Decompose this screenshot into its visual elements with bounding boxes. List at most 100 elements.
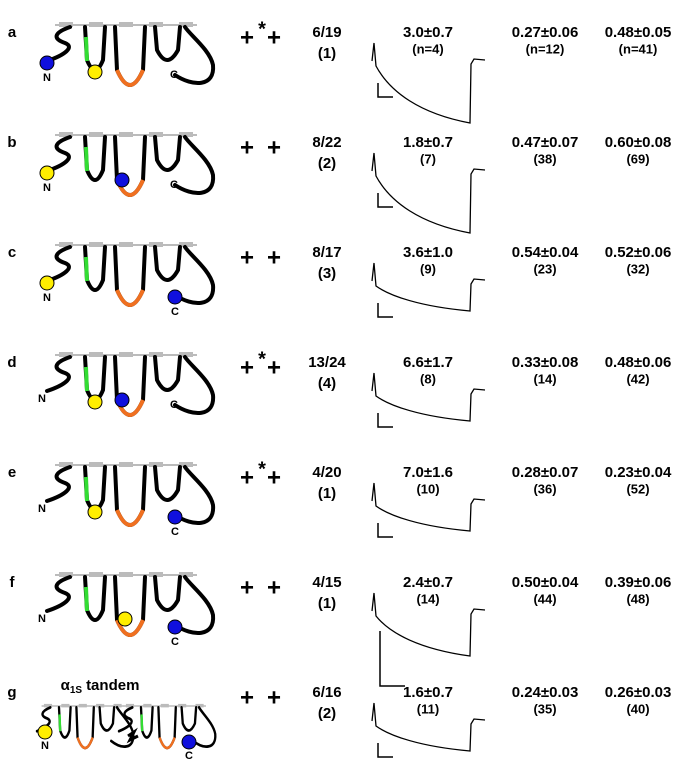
label-site bbox=[88, 395, 102, 409]
value2: 0.48±0.05 bbox=[605, 24, 672, 41]
ratio-n: (1) bbox=[318, 485, 336, 502]
value2-n: (32) bbox=[626, 261, 649, 276]
value1-n: (14) bbox=[533, 371, 556, 386]
protein-topology bbox=[47, 462, 213, 525]
c-terminus: C bbox=[170, 399, 178, 411]
ratio: 8/22 bbox=[312, 134, 341, 151]
ratio-n: (4) bbox=[318, 375, 336, 392]
column1-sign: + bbox=[240, 244, 254, 271]
value2-n: (n=41) bbox=[619, 41, 658, 56]
amplitude-n: (10) bbox=[416, 481, 439, 496]
construct-subscript: 1S bbox=[70, 685, 83, 696]
c-terminus: C bbox=[170, 69, 178, 81]
amplitude: 3.0±0.7 bbox=[403, 24, 453, 41]
value2: 0.26±0.03 bbox=[605, 684, 672, 701]
amplitude: 1.6±0.7 bbox=[403, 684, 453, 701]
value1-n: (38) bbox=[533, 151, 556, 166]
protein-diagram: NC bbox=[40, 132, 213, 195]
value1-n: (35) bbox=[533, 701, 556, 716]
n-terminus: N bbox=[38, 613, 46, 625]
ratio: 4/20 bbox=[312, 464, 341, 481]
amplitude: 3.6±1.0 bbox=[403, 244, 453, 261]
amplitude: 2.4±0.7 bbox=[403, 574, 453, 591]
protein-diagram bbox=[37, 704, 133, 748]
label-site bbox=[88, 505, 102, 519]
column1-sign: + bbox=[240, 574, 254, 601]
ratio-n: (1) bbox=[318, 595, 336, 612]
label-site bbox=[38, 725, 52, 739]
column2-sign: + bbox=[267, 134, 281, 161]
row-label: b bbox=[7, 134, 16, 151]
protein-diagram: NC bbox=[40, 242, 213, 318]
scale-bar bbox=[378, 303, 393, 317]
protein-topology bbox=[47, 352, 213, 415]
ratio: 8/17 bbox=[312, 244, 341, 261]
protein-diagram: NC bbox=[38, 572, 213, 648]
label-site bbox=[40, 276, 54, 290]
row-label: a bbox=[8, 24, 17, 41]
row-label: f bbox=[10, 574, 16, 591]
amplitude: 6.6±1.7 bbox=[403, 354, 453, 371]
row-label: d bbox=[7, 354, 16, 371]
construct-name: tandem bbox=[86, 677, 139, 694]
c-terminus: C bbox=[171, 526, 179, 538]
protein-topology bbox=[47, 242, 213, 305]
value1: 0.47±0.07 bbox=[512, 134, 579, 151]
value2: 0.23±0.04 bbox=[605, 464, 672, 481]
value2: 0.60±0.08 bbox=[605, 134, 672, 151]
c-terminus: C bbox=[171, 306, 179, 318]
n-terminus: N bbox=[43, 182, 51, 194]
value2-n: (69) bbox=[626, 151, 649, 166]
protein-topology bbox=[47, 572, 213, 635]
linker bbox=[128, 732, 138, 740]
ratio-n: (2) bbox=[318, 705, 336, 722]
value1-n: (23) bbox=[533, 261, 556, 276]
column1-sign: + bbox=[240, 134, 254, 161]
value1: 0.33±0.08 bbox=[512, 354, 579, 371]
column1-mark: * bbox=[258, 458, 266, 480]
column2-sign: + bbox=[267, 464, 281, 491]
figure: aNC+*+6/19(1)3.0±0.7(n=4)0.27±0.06(n=12)… bbox=[0, 0, 681, 771]
label-site bbox=[168, 510, 182, 524]
label-site bbox=[115, 173, 129, 187]
value2-n: (52) bbox=[626, 481, 649, 496]
scale-bar bbox=[378, 413, 393, 427]
n-terminus: N bbox=[38, 393, 46, 405]
n-terminus: N bbox=[43, 292, 51, 304]
value1-n: (36) bbox=[533, 481, 556, 496]
value2: 0.39±0.06 bbox=[605, 574, 672, 591]
amplitude-n: (9) bbox=[420, 261, 436, 276]
column1-mark: * bbox=[258, 18, 266, 40]
c-terminus: C bbox=[170, 179, 178, 191]
amplitude-n: (7) bbox=[420, 151, 436, 166]
label-site bbox=[182, 735, 196, 749]
amplitude: 1.8±0.7 bbox=[403, 134, 453, 151]
amplitude: 7.0±1.6 bbox=[403, 464, 453, 481]
column2-sign: + bbox=[267, 574, 281, 601]
protein-topology bbox=[47, 22, 213, 85]
ratio-n: (2) bbox=[318, 155, 336, 172]
column1-sign: + bbox=[240, 684, 254, 711]
scale-bar bbox=[380, 631, 405, 686]
row-label: e bbox=[8, 464, 16, 481]
amplitude-n: (8) bbox=[420, 371, 436, 386]
amplitude-n: (11) bbox=[417, 701, 439, 716]
ratio: 6/16 bbox=[312, 684, 341, 701]
label-site bbox=[88, 65, 102, 79]
scale-bar bbox=[378, 743, 393, 757]
label-site bbox=[168, 290, 182, 304]
column1-sign: + bbox=[240, 24, 254, 51]
ratio: 13/24 bbox=[308, 354, 346, 371]
ratio: 4/15 bbox=[312, 574, 341, 591]
value1-n: (44) bbox=[533, 591, 556, 606]
protein-topology bbox=[47, 132, 213, 195]
value2-n: (48) bbox=[626, 591, 649, 606]
c-terminus: C bbox=[171, 636, 179, 648]
c-terminus: C bbox=[185, 750, 193, 762]
value1: 0.27±0.06 bbox=[512, 24, 579, 41]
value2-n: (42) bbox=[626, 371, 649, 386]
label-site bbox=[118, 612, 132, 626]
label-site bbox=[40, 166, 54, 180]
